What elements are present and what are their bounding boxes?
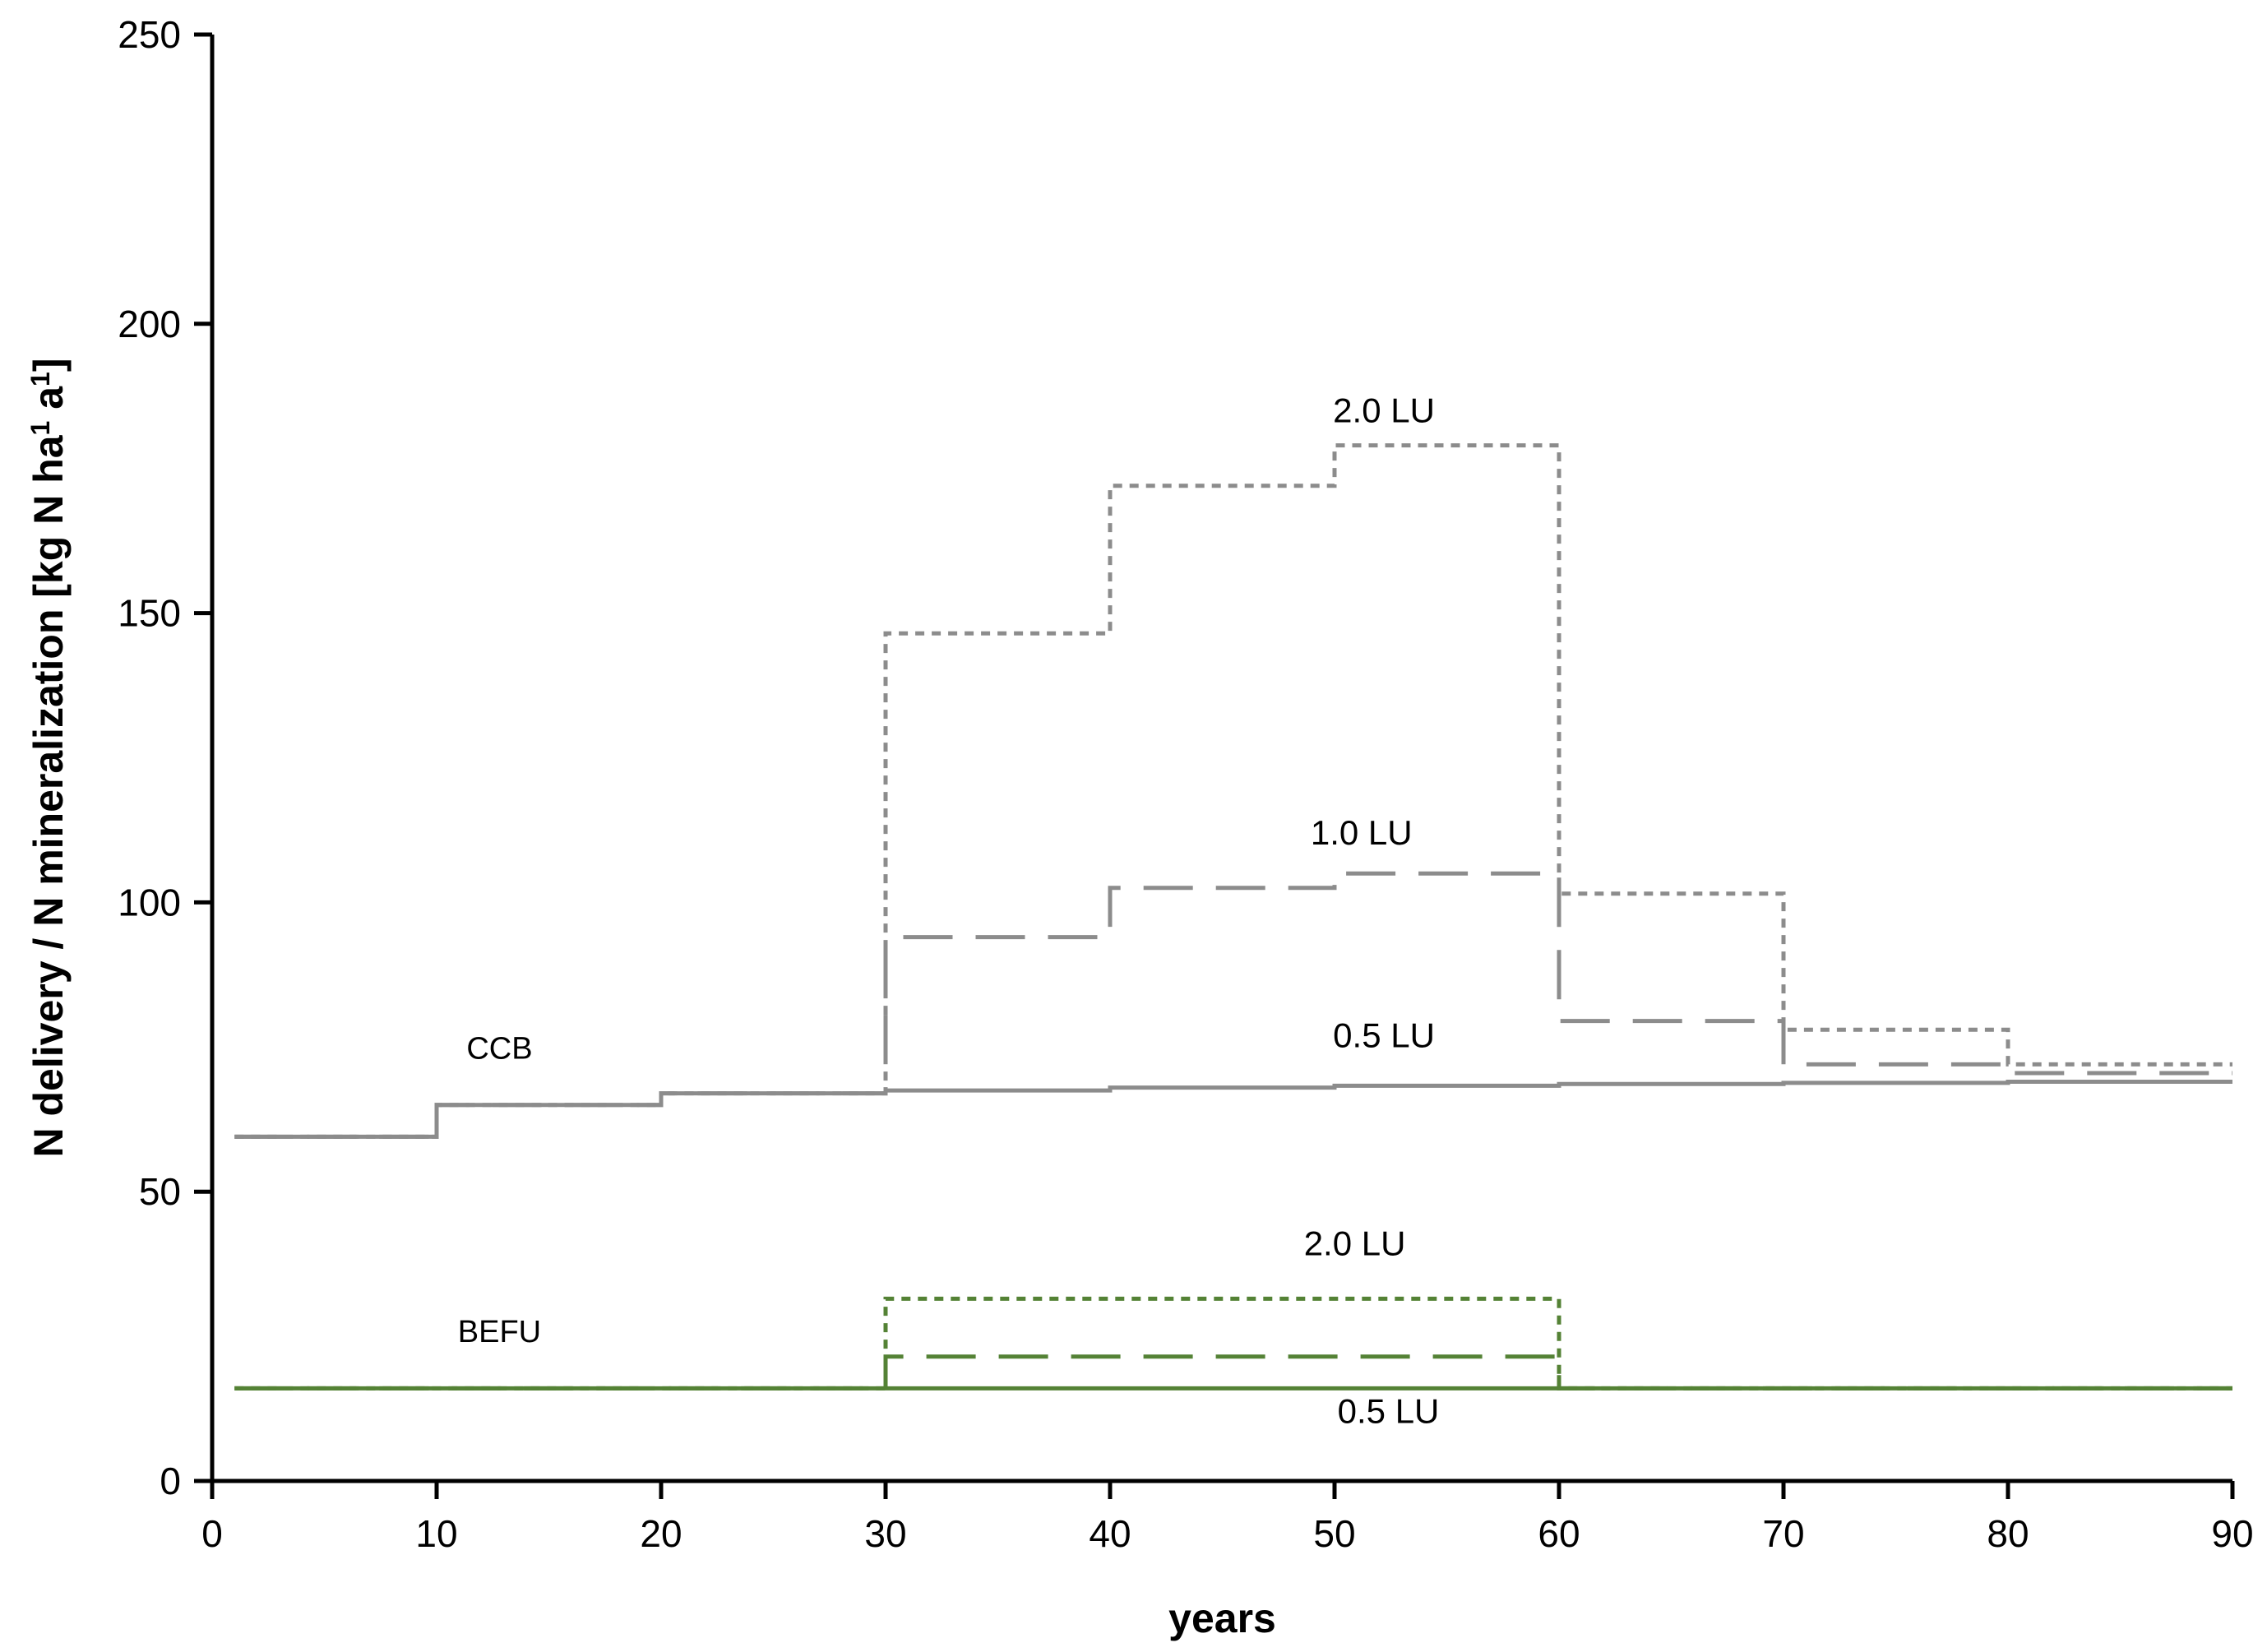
y-tick-label: 250 — [118, 13, 181, 56]
y-axis-title-mid: a — [25, 386, 72, 421]
y-tick-label: 200 — [118, 303, 181, 345]
annotation-label: 2.0 LU — [1304, 1224, 1406, 1263]
y-axis-title: N delivery / N mineralization [kg N ha1 … — [25, 359, 72, 1158]
series-line-befu-10-lu — [234, 1354, 2232, 1391]
series-line-ccb-20-lu — [234, 443, 2232, 1139]
x-tick-label: 80 — [1987, 1512, 2029, 1555]
x-tick-label: 70 — [1762, 1512, 1804, 1555]
y-axis-title-sup2: 1 — [25, 372, 55, 386]
series-line-ccb-10-lu — [234, 871, 2232, 1139]
x-tick-label: 60 — [1538, 1512, 1580, 1555]
annotation-label: BEFU — [458, 1315, 541, 1349]
x-tick-label: 10 — [415, 1512, 457, 1555]
x-tick-label: 90 — [2211, 1512, 2253, 1555]
annotation-label: 0.5 LU — [1333, 1016, 1435, 1054]
series-layer — [234, 443, 2232, 1391]
x-tick-label: 0 — [201, 1512, 223, 1555]
y-tick-label: 50 — [139, 1170, 181, 1213]
x-tick-label: 20 — [640, 1512, 682, 1555]
annotation-label: 2.0 LU — [1333, 391, 1435, 429]
annotations-layer: CCB 2.0 LU 1.0 LU 0.5 LU BEFU 2.0 LU 0.5 LU — [458, 391, 1440, 1430]
y-tick-label: 0 — [160, 1460, 181, 1502]
ticks-layer: 0 50 100 150 200 250 0 10 20 30 40 50 60 70 80 90 — [118, 13, 2253, 1555]
series-line-ccb-05-lu — [234, 1080, 2232, 1139]
y-tick-label: 150 — [118, 592, 181, 635]
annotation-label: CCB — [466, 1031, 532, 1066]
x-tick-label: 40 — [1089, 1512, 1131, 1555]
x-tick-label: 30 — [864, 1512, 906, 1555]
y-tick-label: 100 — [118, 881, 181, 923]
annotation-label: 0.5 LU — [1338, 1392, 1440, 1431]
x-axis-title: years — [1168, 1595, 1276, 1641]
x-tick-label: 50 — [1313, 1512, 1355, 1555]
annotation-label: 1.0 LU — [1311, 813, 1413, 852]
y-axis-title-sup1: 1 — [25, 421, 55, 436]
y-axis-title-end: ] — [25, 359, 72, 373]
y-axis-title-main: N delivery / N mineralization [kg N ha — [25, 434, 72, 1157]
